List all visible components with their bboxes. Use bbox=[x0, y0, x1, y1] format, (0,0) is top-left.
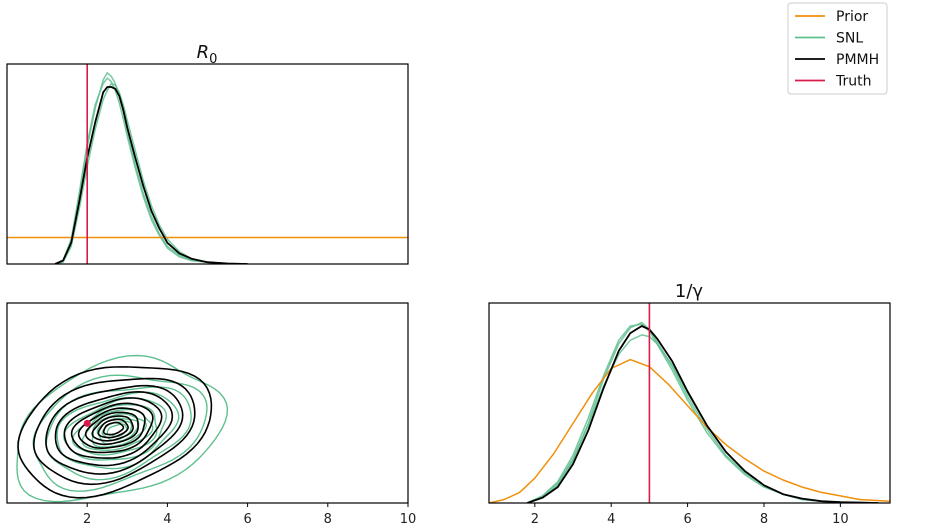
pmmh-contour-0 bbox=[17, 366, 213, 499]
joint-axes-frame bbox=[6, 302, 409, 504]
x-tick-label: 10 bbox=[400, 512, 417, 527]
x-tick-label: 6 bbox=[683, 512, 691, 527]
snl-curve-4 bbox=[54, 77, 248, 264]
truth-point bbox=[83, 419, 91, 427]
pmmh-contour-5 bbox=[70, 402, 154, 454]
x-tick-label: 2 bbox=[83, 512, 91, 527]
x-tick-label: 4 bbox=[163, 512, 171, 527]
pmmh-contour-6 bbox=[77, 407, 146, 450]
joint-x-ticks: 2 4 6 8 10 bbox=[83, 503, 416, 527]
legend-label-truth: Truth bbox=[835, 74, 872, 90]
joint-plot-area bbox=[16, 354, 229, 503]
legend-label-snl: SNL bbox=[836, 31, 863, 47]
snl-curve-2 bbox=[54, 72, 248, 264]
snl-curve-3 bbox=[54, 82, 248, 264]
r0-panel-title: R0 bbox=[197, 42, 218, 67]
pmmh-contour-8 bbox=[91, 415, 134, 442]
legend: Prior SNL PMMH Truth bbox=[787, 2, 888, 95]
x-tick-label: 2 bbox=[531, 512, 539, 527]
x-tick-label: 4 bbox=[607, 512, 615, 527]
r0-plot-area bbox=[7, 64, 408, 264]
gamma-panel-title: 1/γ bbox=[675, 281, 704, 302]
pmmh-contour-9 bbox=[97, 418, 129, 439]
r0-axes-frame bbox=[6, 63, 409, 265]
pmmh-contour-10 bbox=[102, 421, 125, 436]
legend-box bbox=[787, 2, 888, 95]
x-tick-label: 6 bbox=[243, 512, 251, 527]
pmmh-contour-7 bbox=[84, 411, 139, 446]
x-tick-label: 8 bbox=[324, 512, 332, 527]
pmmh-contour-2 bbox=[45, 384, 184, 475]
pmmh-curve-1 bbox=[526, 325, 879, 503]
joint-panel: 2 4 6 8 10 bbox=[6, 302, 416, 527]
x-tick-label: 10 bbox=[832, 512, 849, 527]
gamma-plot-area bbox=[489, 303, 890, 503]
gamma-axes-frame bbox=[488, 302, 891, 504]
snl-contour-1 bbox=[32, 374, 208, 492]
prior-curve-0 bbox=[489, 358, 890, 503]
pmmh-contour-4 bbox=[63, 397, 163, 459]
legend-label-prior: Prior bbox=[836, 9, 868, 25]
gamma-x-ticks: 2 4 6 8 10 bbox=[531, 503, 849, 527]
gamma-marginal-panel: 1/γ 2 4 6 8 10 bbox=[488, 281, 891, 527]
snl-contour-7 bbox=[91, 413, 147, 448]
pmmh-curve-1 bbox=[54, 86, 248, 264]
pmmh-contour-1 bbox=[32, 377, 196, 486]
snl-contour-10 bbox=[106, 423, 128, 438]
pmmh-contour-3 bbox=[54, 390, 174, 467]
legend-items: Prior SNL PMMH Truth bbox=[795, 9, 879, 90]
r0-marginal-panel: R0 bbox=[6, 42, 409, 265]
x-tick-label: 8 bbox=[760, 512, 768, 527]
legend-label-pmmh: PMMH bbox=[836, 52, 879, 68]
